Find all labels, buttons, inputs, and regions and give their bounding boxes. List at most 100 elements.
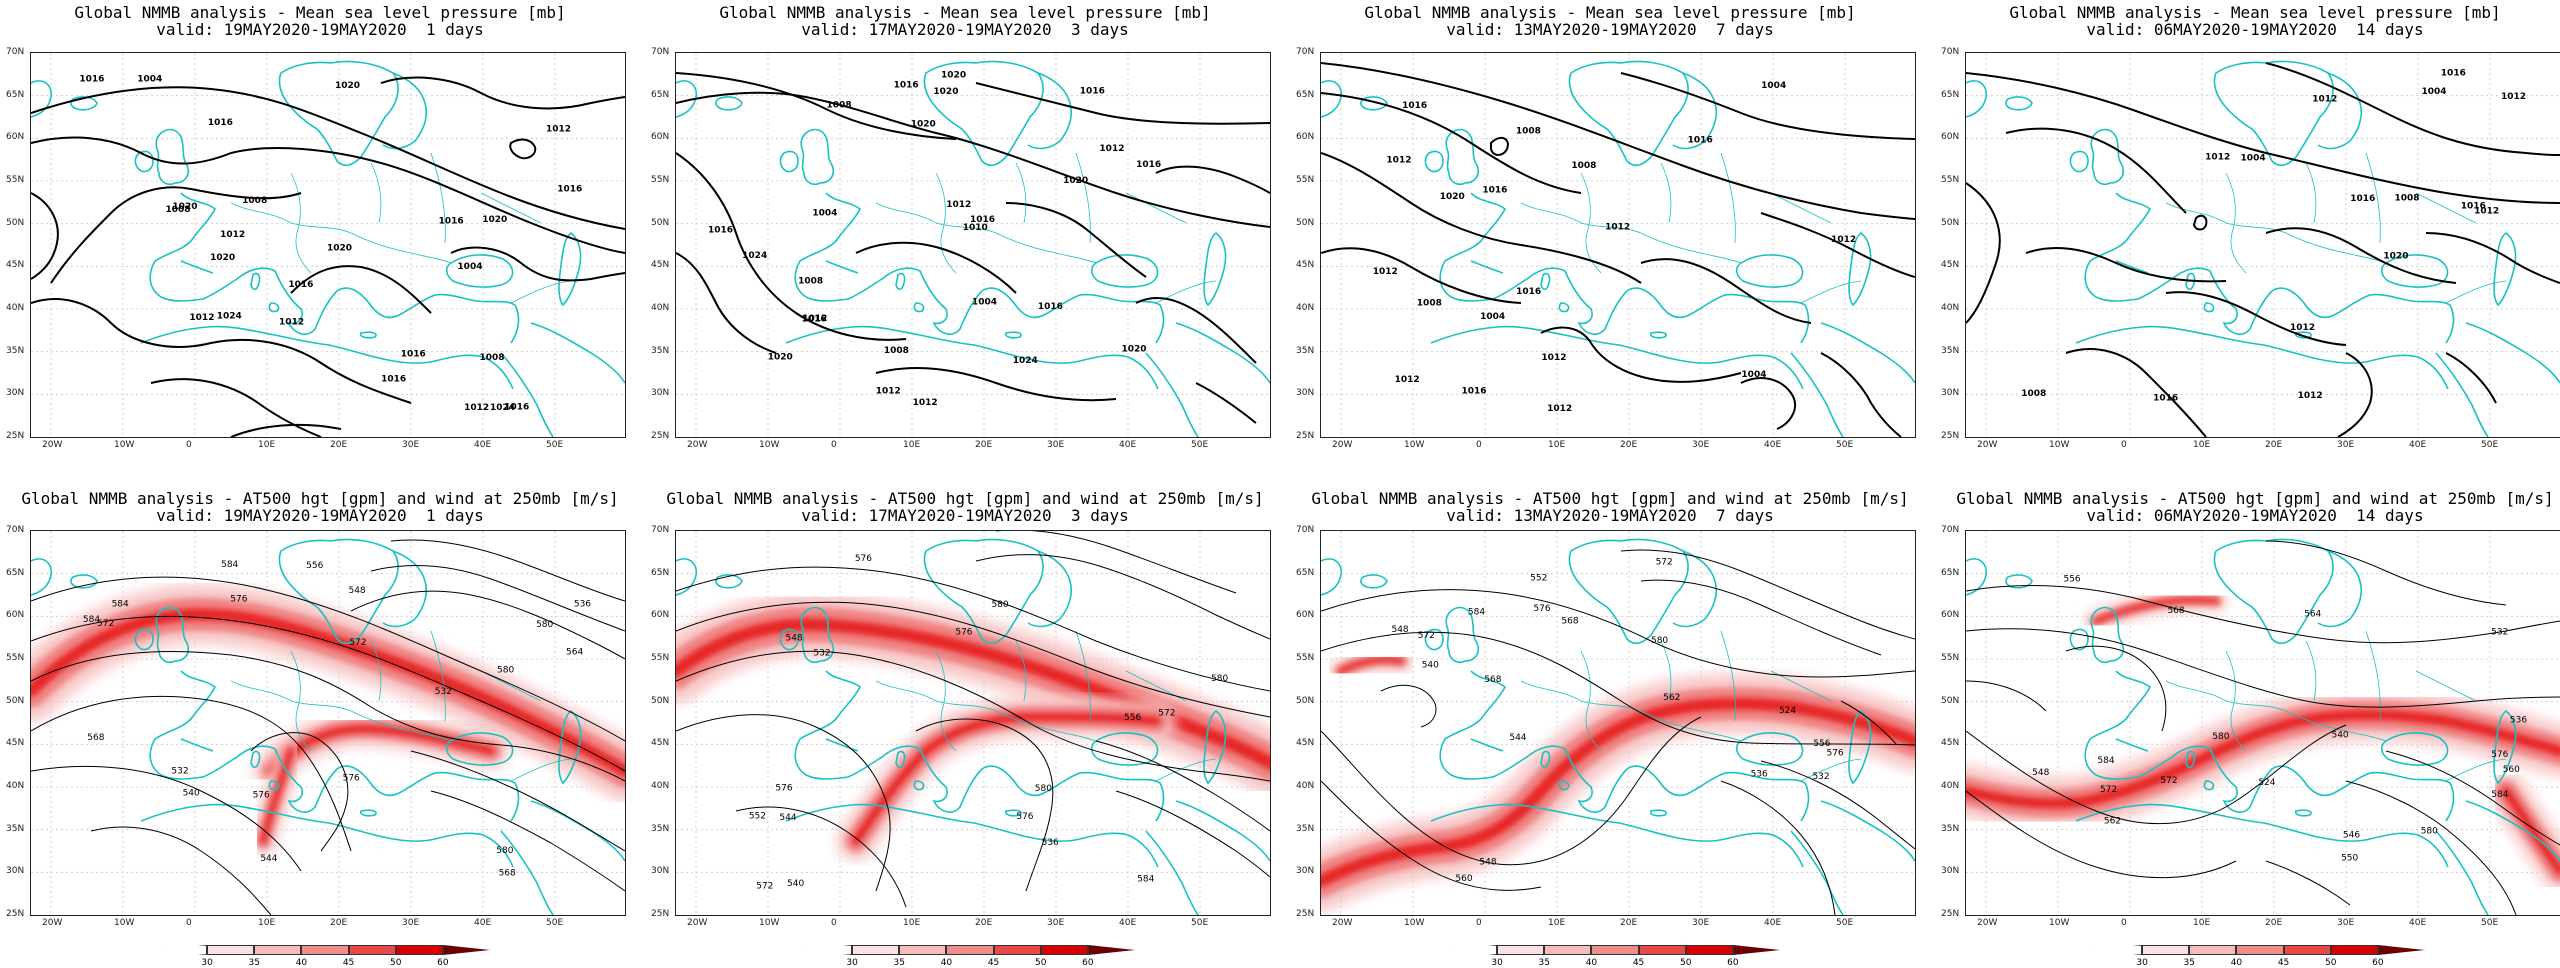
wind-map[interactable]: 524 556 560 584 532 536 540 546 550 562 564 568 572 5… — [1965, 530, 2560, 916]
colorbar-start-arrow — [2095, 945, 2143, 955]
latitude-label: 70N — [1941, 525, 1960, 535]
contour-label: 580 — [2212, 732, 2229, 742]
contour-label: 1012 — [1386, 156, 1411, 166]
longitude-label: 50E — [1191, 918, 1209, 928]
longitude-label: 50E — [1836, 440, 1854, 450]
longitude-label: 50E — [546, 440, 564, 450]
valid-line: valid: 13MAY2020-19MAY2020 7 days — [1446, 506, 1774, 525]
longitude-label: 30E — [2337, 918, 2355, 928]
contour-label: 1016 — [970, 215, 995, 225]
latitude-label: 25N — [1941, 909, 1960, 919]
longitude-label: 40E — [1764, 918, 1782, 928]
contour-label: 580 — [536, 620, 553, 630]
contour-label: 1024 — [217, 311, 242, 321]
contour-label: 580 — [2421, 826, 2438, 836]
latitude-label: 50N — [1296, 695, 1315, 706]
wind-map[interactable]: 524 562 556 560 544 548 532 536 540 548 552 568 572 5… — [1320, 530, 1916, 916]
latitude-label: 70N — [6, 525, 25, 535]
contour-label: 1004 — [2422, 87, 2447, 97]
contour-label: 576 — [775, 783, 792, 793]
grid-lines — [1321, 53, 1915, 437]
longitude-label: 0 — [186, 918, 192, 928]
contour-label: 552 — [749, 811, 766, 821]
longitude-label: 50E — [2481, 440, 2499, 450]
longitude-label: 0 — [186, 440, 192, 450]
contour-label: 1004 — [137, 75, 162, 85]
contour-label: 1004 — [812, 208, 837, 218]
latitude-label: 55N — [6, 175, 25, 185]
latitude-label: 40N — [6, 781, 25, 791]
contour-label: 1016 — [1482, 185, 1507, 195]
longitude-label: 10E — [903, 440, 921, 450]
contour-label: 544 — [1509, 733, 1526, 743]
contour-label: 540 — [787, 879, 804, 889]
latitude-label: 25N — [1296, 431, 1315, 441]
mslp-map[interactable]: 1004 1004 1008 1004 1020 1008 1012 1012 1012 1016… — [1320, 52, 1916, 438]
mslp-map[interactable]: 1016 1008 1004 1004 1016 1016 1012 1020 1024 1016… — [30, 52, 626, 438]
contour-label: 572 — [2160, 776, 2177, 786]
contour-label: 1016 — [557, 184, 582, 194]
mslp-map[interactable]: 1004 1008 1012 1020 1004 1008 1016 1012 1016 1012… — [1965, 52, 2560, 438]
contour-label: 1004 — [972, 297, 997, 307]
wind-map[interactable]: 548 552 556 532 536 540 544 572 576 576 572 576 580 5… — [675, 530, 1271, 916]
longitude-label: 20W — [1977, 918, 1998, 928]
colorbar-swatch — [1497, 945, 1545, 955]
contour-label: 1016 — [1402, 101, 1427, 111]
latitude-label: 35N — [6, 823, 25, 834]
contour-label: 1012 — [913, 398, 938, 408]
contour-lines — [1321, 62, 1915, 437]
longitude-label: 20W — [687, 440, 708, 450]
longitude-label: 30E — [1047, 440, 1065, 450]
latitude-label: 50N — [6, 217, 25, 228]
contour-label: 580 — [496, 846, 513, 856]
mslp-map[interactable]: 1020 1016 1008 1012 1004 1004 1008 1012 1016 1020… — [675, 52, 1271, 438]
contour-label: 576 — [1827, 748, 1844, 758]
wind-shading — [676, 592, 1270, 861]
colorbar-swatch — [2330, 945, 2378, 955]
contour-labels: 524 562 556 560 544 548 532 536 540 548 552 568 572 5… — [1391, 557, 1844, 884]
contour-label: 584 — [83, 615, 100, 625]
valid-line: valid: 19MAY2020-19MAY2020 1 days — [156, 20, 484, 39]
valid-line: valid: 17MAY2020-19MAY2020 3 days — [801, 20, 1129, 39]
latitude-label: 55N — [6, 653, 25, 663]
valid-line: valid: 13MAY2020-19MAY2020 7 days — [1446, 20, 1774, 39]
latitude-label: 25N — [651, 909, 670, 919]
colorbar-start-arrow — [1450, 945, 1498, 955]
longitude-label: 10W — [759, 440, 780, 450]
wind-map[interactable]: 556 548 532 532 536 540 544 564 572 576 580 572 576 5… — [30, 530, 626, 916]
longitude-label: 20W — [42, 918, 63, 928]
contour-label: 572 — [1158, 709, 1175, 719]
contour-label: 540 — [1422, 661, 1439, 671]
coastlines — [1966, 538, 2560, 915]
isobar-plot: 1020101610081012100410041008101210161020… — [676, 53, 1270, 437]
latitude-label: 40N — [651, 303, 670, 313]
panel-title: Global NMMB analysis - AT500 hgt [gpm] a… — [1290, 490, 1930, 524]
colorbar-swatch — [254, 945, 302, 955]
contour-label: 1016 — [1516, 287, 1541, 297]
longitude-label: 20W — [1332, 918, 1353, 928]
contour-label: 556 — [1124, 713, 1141, 723]
contour-label: 544 — [779, 813, 796, 823]
latitude-label: 55N — [1296, 653, 1315, 663]
contour-label: 1012 — [2501, 92, 2526, 102]
contour-labels: 1016100810041004101610161012102010241016… — [79, 74, 582, 413]
latitude-label: 55N — [1296, 175, 1315, 185]
contour-label: 1008 — [827, 101, 852, 111]
contour-label: 1012 — [220, 230, 245, 240]
latitude-label: 40N — [1296, 781, 1315, 791]
contour-label: 580 — [1035, 784, 1052, 794]
contour-lines — [676, 531, 1270, 908]
wind-panel: Global NMMB analysis - AT500 hgt [gpm] a… — [1935, 484, 2560, 968]
latitude-label: 50N — [1941, 695, 1960, 706]
mslp-panel: Global NMMB analysis - Mean sea level pr… — [1290, 0, 1916, 480]
longitude-label: 20E — [975, 440, 993, 450]
colorbar-swatch — [899, 945, 947, 955]
panel-title: Global NMMB analysis - AT500 hgt [gpm] a… — [1935, 490, 2560, 524]
latitude-label: 45N — [651, 260, 670, 271]
coastlines — [676, 538, 1270, 915]
colorbar-swatch — [946, 945, 994, 955]
longitude-label: 0 — [831, 918, 837, 928]
contour-label: 572 — [97, 619, 114, 629]
latitude-label: 40N — [651, 781, 670, 791]
contour-label: 1012 — [1373, 267, 1398, 277]
